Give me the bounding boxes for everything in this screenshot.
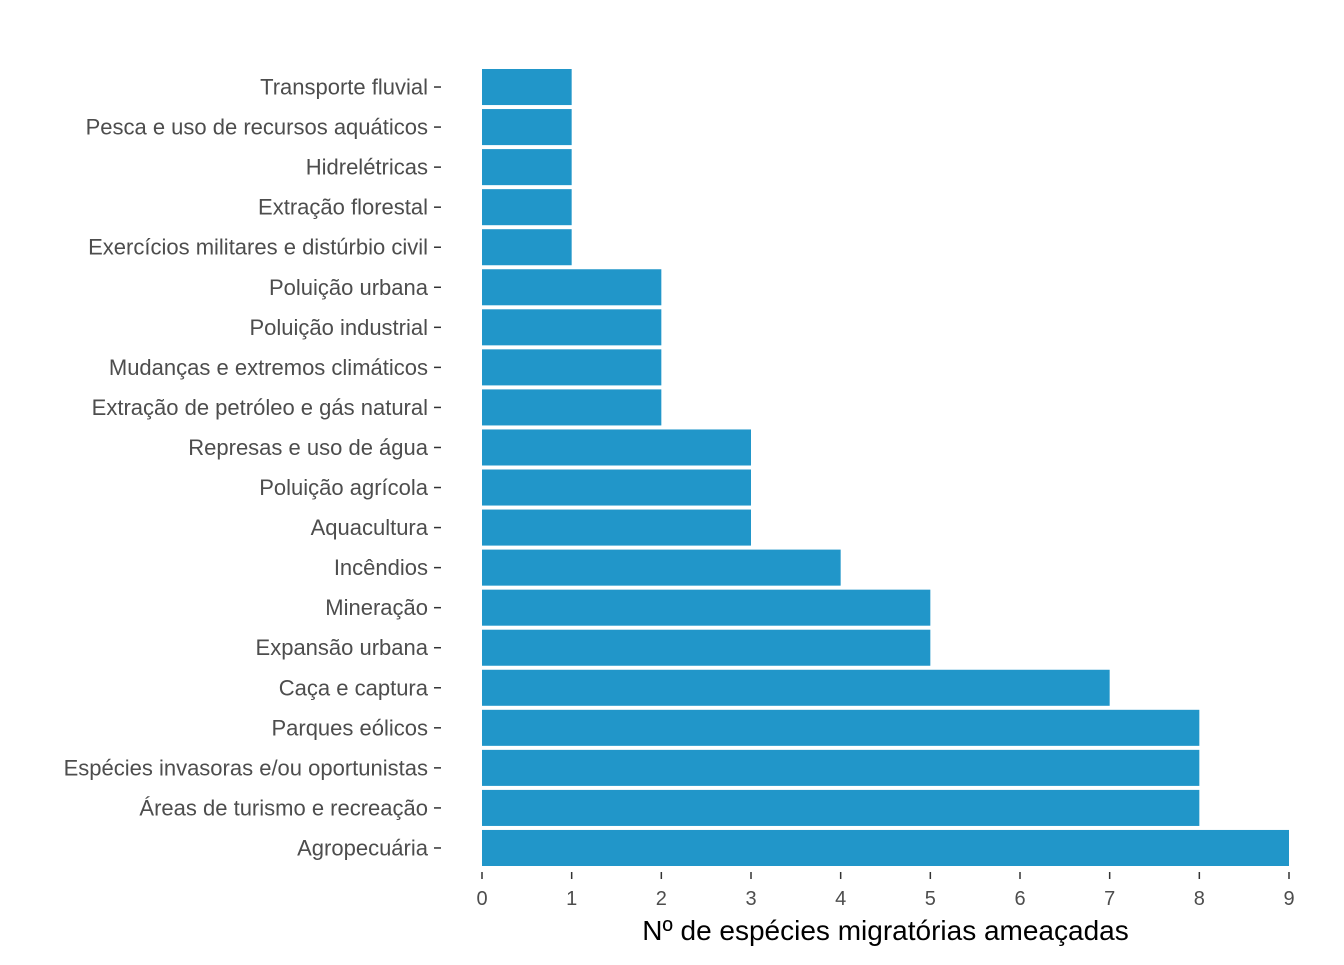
- y-tick-label: Mudanças e extremos climáticos: [109, 355, 428, 380]
- bar: [482, 789, 1200, 826]
- bar: [482, 469, 751, 506]
- bars-layer: [482, 69, 1289, 866]
- x-tick-label: 0: [476, 888, 487, 910]
- bar: [482, 549, 841, 586]
- bar: [482, 749, 1200, 786]
- y-tick-label: Caça e captura: [279, 675, 429, 700]
- y-tick-label: Áreas de turismo e recreação: [139, 795, 428, 820]
- y-tick-label: Extração florestal: [258, 195, 428, 220]
- y-tick-label: Aquacultura: [311, 515, 429, 540]
- y-tick-label: Poluição industrial: [249, 315, 428, 340]
- bar: [482, 589, 931, 626]
- bar: [482, 709, 1200, 746]
- x-tick-label: 9: [1283, 888, 1294, 910]
- bar: [482, 429, 751, 466]
- y-tick-label: Parques eólicos: [271, 715, 428, 740]
- x-axis: 0 1 2 3 4 5 6 7 8 9: [476, 872, 1295, 910]
- y-tick-label: Exercícios militares e distúrbio civil: [88, 235, 428, 260]
- bar: [482, 349, 662, 386]
- y-tick-label: Espécies invasoras e/ou oportunistas: [64, 755, 428, 780]
- x-tick-label: 5: [925, 888, 936, 910]
- x-tick-label: 4: [835, 888, 846, 910]
- y-tick-label: Poluição urbana: [269, 275, 429, 300]
- y-tick-label: Poluição agrícola: [259, 475, 429, 500]
- x-tick-label: 6: [1014, 888, 1025, 910]
- y-axis: Transporte fluvial Pesca e uso de recurso…: [64, 75, 441, 860]
- bar: [482, 629, 931, 666]
- bar: [482, 829, 1289, 866]
- x-axis-title: Nº de espécies migratórias ameaçadas: [642, 915, 1128, 946]
- bar: [482, 69, 572, 106]
- x-tick-label: 1: [566, 888, 577, 910]
- bar: [482, 389, 662, 426]
- x-tick-label: 2: [656, 888, 667, 910]
- x-tick-label: 8: [1194, 888, 1205, 910]
- bar: [482, 109, 572, 146]
- y-tick-label: Transporte fluvial: [260, 75, 428, 100]
- y-tick-label: Hidrelétricas: [306, 155, 428, 180]
- bar: [482, 669, 1110, 706]
- y-tick-label: Expansão urbana: [256, 635, 429, 660]
- y-tick-label: Incêndios: [334, 555, 428, 580]
- bar: [482, 269, 662, 306]
- bar: [482, 309, 662, 346]
- bar: [482, 149, 572, 186]
- y-tick-label: Mineração: [325, 595, 428, 620]
- x-tick-label: 3: [745, 888, 756, 910]
- bar: [482, 229, 572, 266]
- bar: [482, 509, 751, 546]
- y-tick-label: Extração de petróleo e gás natural: [92, 395, 428, 420]
- bar: [482, 189, 572, 226]
- y-tick-label: Represas e uso de água: [188, 435, 428, 460]
- x-tick-label: 7: [1104, 888, 1115, 910]
- y-tick-label: Agropecuária: [297, 835, 429, 860]
- y-tick-label: Pesca e uso de recursos aquáticos: [86, 115, 428, 140]
